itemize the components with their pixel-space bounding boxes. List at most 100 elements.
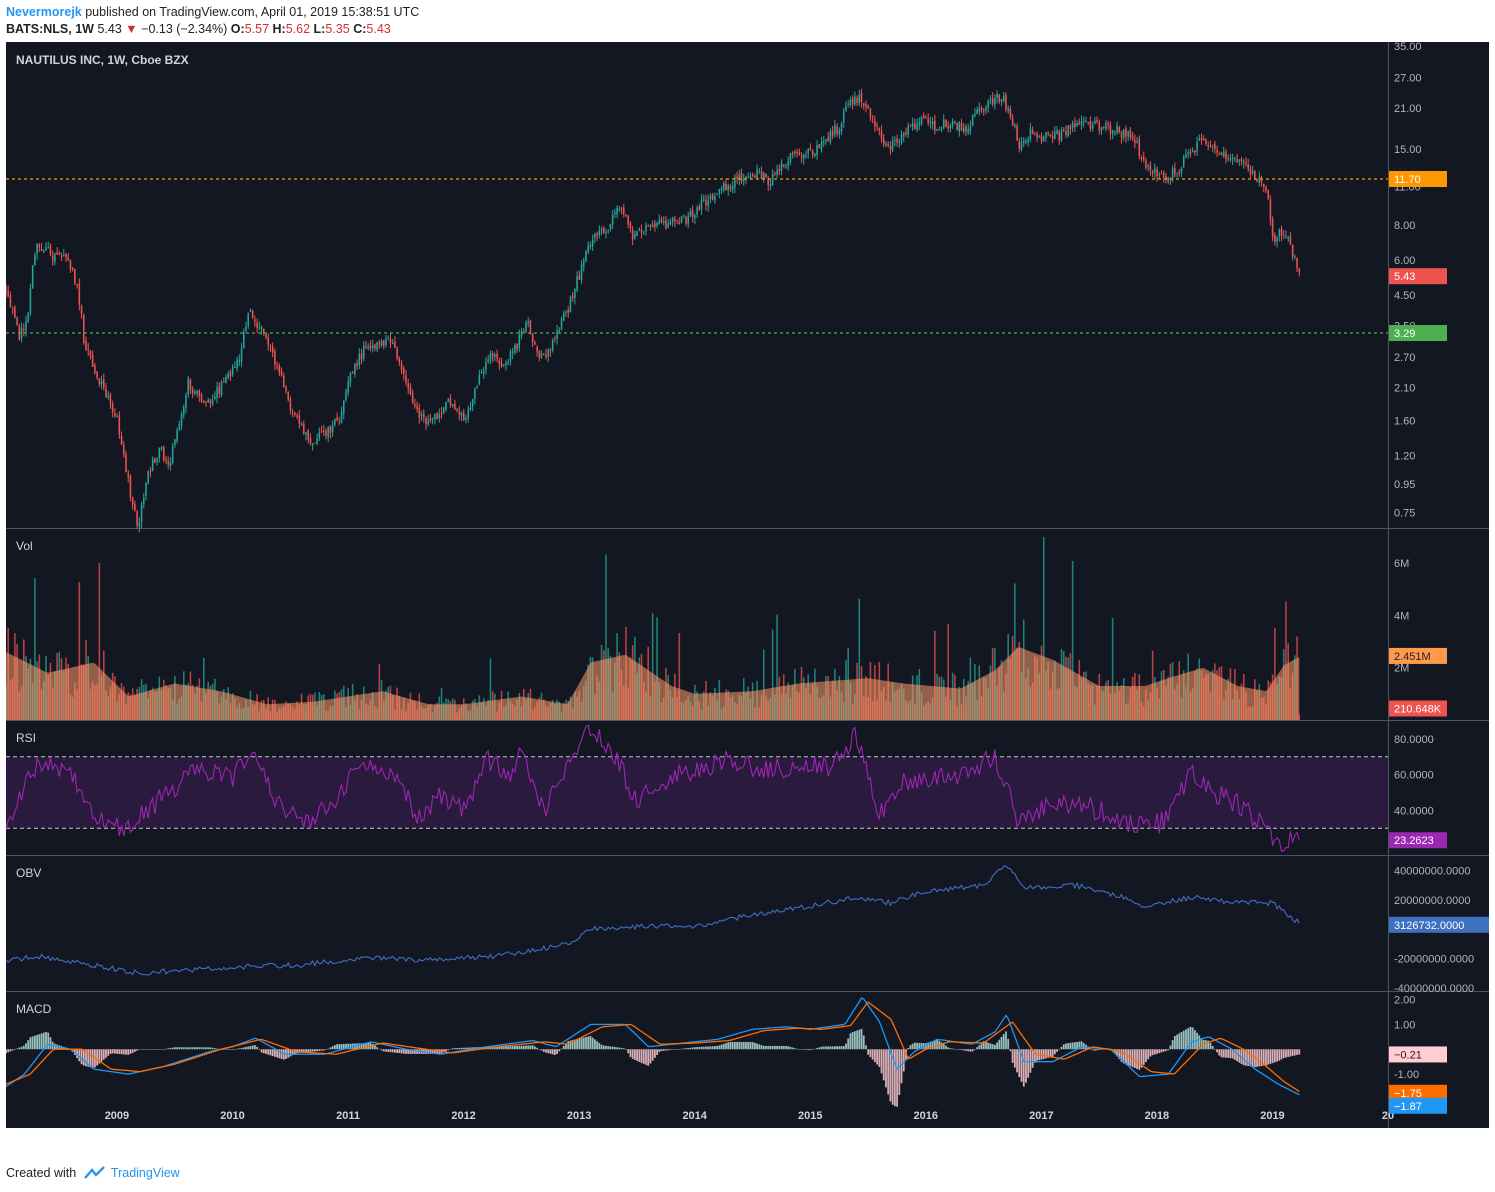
- candle-body: [1125, 128, 1127, 137]
- macd-histogram-bar: [640, 1049, 643, 1063]
- macd-histogram-bar: [1280, 1049, 1283, 1060]
- candle-body: [149, 470, 152, 472]
- candle-body: [914, 124, 916, 130]
- candle-body: [1036, 133, 1038, 137]
- macd-histogram-bar: [498, 1046, 501, 1050]
- macd-histogram-bar: [676, 1049, 678, 1050]
- macd-histogram-bar: [362, 1043, 365, 1050]
- candle-body: [1158, 174, 1161, 176]
- macd-histogram-bar: [1133, 1049, 1136, 1069]
- obv-line: [6, 865, 1300, 976]
- candle-body: [91, 355, 94, 367]
- candle-body: [416, 405, 418, 410]
- candle-body: [1167, 177, 1169, 182]
- candle-body: [505, 362, 507, 366]
- macd-histogram-bar: [6, 1049, 7, 1054]
- chart-canvas[interactable]: 2009 2010 2011 2012 2013 2014 2015 2016 2017 2018…: [6, 42, 1489, 1128]
- macd-histogram-bar: [385, 1049, 387, 1052]
- candle-body: [294, 412, 296, 415]
- candle-body: [936, 129, 938, 131]
- macd-histogram-bar: [953, 1048, 956, 1050]
- candle-body: [136, 511, 138, 526]
- candle-body: [956, 122, 958, 131]
- macd-histogram-bar: [867, 1049, 870, 1055]
- candle-body: [605, 231, 607, 233]
- price-tick-label: 1.60: [1394, 416, 1415, 428]
- macd-histogram-bar: [431, 1049, 434, 1054]
- macd-histogram-bar: [1165, 1049, 1167, 1052]
- macd-histogram-bar: [733, 1041, 736, 1050]
- macd-histogram-bar: [358, 1043, 361, 1050]
- candle-body: [934, 120, 936, 131]
- candle-body: [474, 388, 476, 399]
- macd-histogram-bar: [140, 1049, 143, 1050]
- candle-body: [60, 255, 63, 257]
- candle-body: [314, 442, 316, 444]
- macd-histogram-bar: [176, 1047, 178, 1050]
- macd-histogram-bar: [771, 1045, 774, 1050]
- macd-histogram-bar: [400, 1049, 403, 1054]
- tradingview-brand[interactable]: TradingView: [110, 1166, 180, 1180]
- candle-body: [780, 162, 783, 171]
- candle-body: [851, 98, 854, 105]
- macd-histogram-bar: [1011, 1049, 1014, 1063]
- macd-histogram-bar: [153, 1049, 156, 1050]
- candle-body: [311, 443, 314, 446]
- candle-body: [1165, 176, 1167, 180]
- macd-histogram-bar: [493, 1046, 496, 1050]
- candle-body: [960, 123, 963, 131]
- macd-histogram-bar: [971, 1049, 974, 1052]
- macd-histogram-bar: [1093, 1049, 1096, 1051]
- macd-histogram-bar: [16, 1048, 18, 1050]
- macd-histogram-bar: [227, 1049, 230, 1050]
- macd-histogram-bar: [562, 1045, 565, 1050]
- macd-histogram-bar: [1056, 1049, 1058, 1052]
- candle-body: [87, 348, 89, 350]
- x-tick-label: 2010: [220, 1110, 244, 1122]
- candle-body: [611, 214, 614, 225]
- macd-histogram-bar: [173, 1047, 176, 1050]
- candle-body: [9, 295, 12, 308]
- candle-body: [1191, 150, 1194, 153]
- candle-body: [1200, 138, 1203, 140]
- candle-body: [676, 220, 678, 222]
- macd-histogram-bar: [671, 1049, 674, 1050]
- candle-body: [460, 412, 463, 416]
- macd-histogram-bar: [605, 1045, 607, 1050]
- macd-histogram-bar: [229, 1049, 232, 1050]
- candle-body: [1129, 130, 1132, 138]
- volume-bar: [678, 633, 681, 720]
- candle-body: [885, 143, 887, 146]
- candle-body: [525, 322, 527, 332]
- candle-body: [40, 248, 43, 252]
- candle-body: [569, 296, 572, 313]
- candle-body: [1127, 131, 1129, 137]
- macd-histogram-bar: [300, 1049, 303, 1053]
- candle-body: [796, 152, 798, 154]
- candle-body: [1196, 141, 1198, 152]
- x-tick-label: 2014: [682, 1110, 707, 1122]
- candle-body: [69, 260, 72, 270]
- author-link[interactable]: Nevermorejk: [6, 5, 82, 19]
- candle-body: [180, 413, 183, 426]
- candle-body: [254, 319, 256, 322]
- macd-histogram-bar: [611, 1046, 614, 1050]
- macd-histogram-bar: [416, 1049, 418, 1054]
- macd-histogram-bar: [593, 1039, 596, 1050]
- macd-tick-label: -1.00: [1394, 1069, 1419, 1081]
- macd-histogram-bar: [1151, 1049, 1154, 1056]
- macd-histogram-bar: [785, 1045, 787, 1050]
- macd-histogram-bar: [429, 1049, 432, 1054]
- candle-body: [1298, 269, 1301, 273]
- macd-histogram-bar: [1245, 1049, 1247, 1066]
- tradingview-logo-icon: [83, 1166, 105, 1179]
- macd-histogram-bar: [842, 1046, 845, 1050]
- rsi-tick-label: 60.0000: [1394, 770, 1434, 782]
- macd-histogram-bar: [907, 1047, 910, 1050]
- candle-body: [209, 399, 212, 404]
- macd-histogram-bar: [360, 1043, 363, 1050]
- candle-body: [874, 120, 876, 127]
- macd-histogram-bar: [796, 1048, 798, 1050]
- candle-body: [698, 206, 701, 210]
- candle-body: [387, 337, 389, 339]
